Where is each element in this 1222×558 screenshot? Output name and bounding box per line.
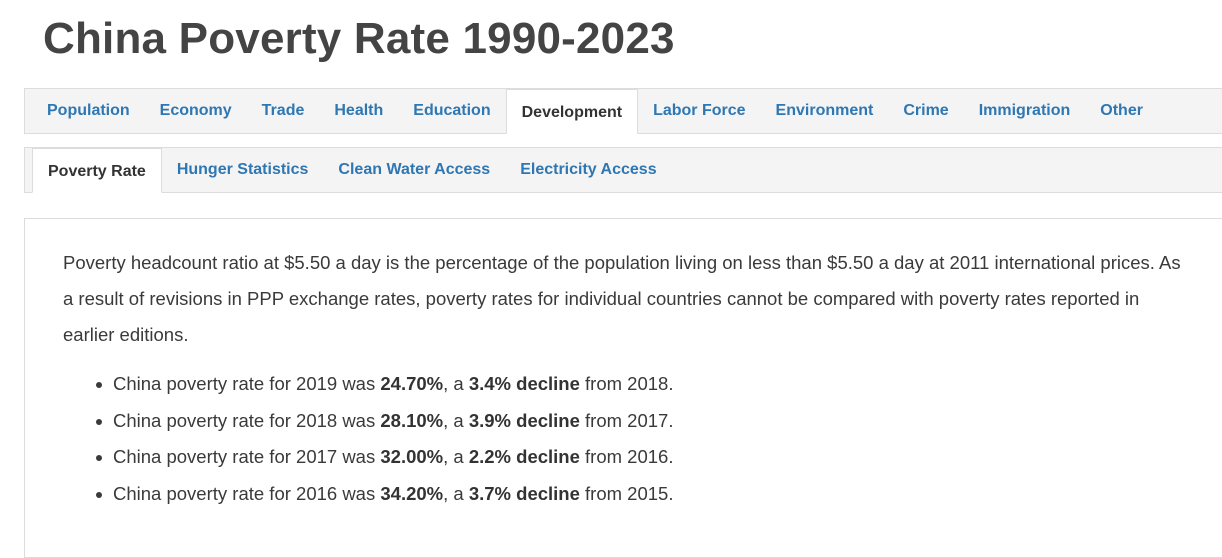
page-title: China Poverty Rate 1990-2023	[43, 14, 675, 63]
list-item: China poverty rate for 2018 was 28.10%, …	[95, 403, 673, 440]
tab-crime[interactable]: Crime	[903, 102, 949, 119]
tab-labor-force[interactable]: Labor Force	[653, 102, 746, 119]
poverty-stats-list: China poverty rate for 2019 was 24.70%, …	[63, 366, 673, 512]
subtab-electricity-access[interactable]: Electricity Access	[520, 161, 657, 178]
tab-education[interactable]: Education	[413, 102, 491, 119]
list-item: China poverty rate for 2017 was 32.00%, …	[95, 439, 673, 476]
content-panel: Poverty headcount ratio at $5.50 a day i…	[24, 218, 1222, 558]
tab-trade[interactable]: Trade	[261, 102, 305, 119]
tab-population[interactable]: Population	[47, 102, 130, 119]
tab-economy[interactable]: Economy	[159, 102, 232, 119]
tab-other[interactable]: Other	[1100, 102, 1143, 119]
tab-environment[interactable]: Environment	[775, 102, 874, 119]
main-nav: Population Economy Trade Health Educatio…	[24, 88, 1222, 134]
subtab-clean-water-access[interactable]: Clean Water Access	[338, 161, 491, 178]
tab-immigration[interactable]: Immigration	[978, 102, 1071, 119]
sub-nav: Poverty Rate Hunger Statistics Clean Wat…	[24, 147, 1222, 193]
poverty-description: Poverty headcount ratio at $5.50 a day i…	[63, 252, 1181, 345]
subtab-hunger-statistics[interactable]: Hunger Statistics	[176, 161, 309, 178]
tab-development[interactable]: Development	[505, 89, 639, 134]
tab-health[interactable]: Health	[334, 102, 384, 119]
list-item: China poverty rate for 2019 was 24.70%, …	[95, 366, 673, 403]
list-item: China poverty rate for 2016 was 34.20%, …	[95, 476, 673, 513]
subtab-poverty-rate[interactable]: Poverty Rate	[32, 148, 162, 193]
